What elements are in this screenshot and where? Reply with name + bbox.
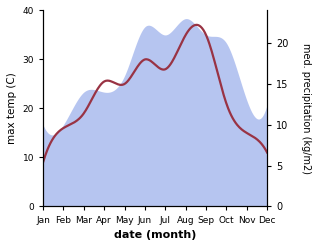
X-axis label: date (month): date (month) (114, 230, 196, 240)
Y-axis label: med. precipitation (kg/m2): med. precipitation (kg/m2) (301, 43, 311, 174)
Y-axis label: max temp (C): max temp (C) (7, 73, 17, 144)
